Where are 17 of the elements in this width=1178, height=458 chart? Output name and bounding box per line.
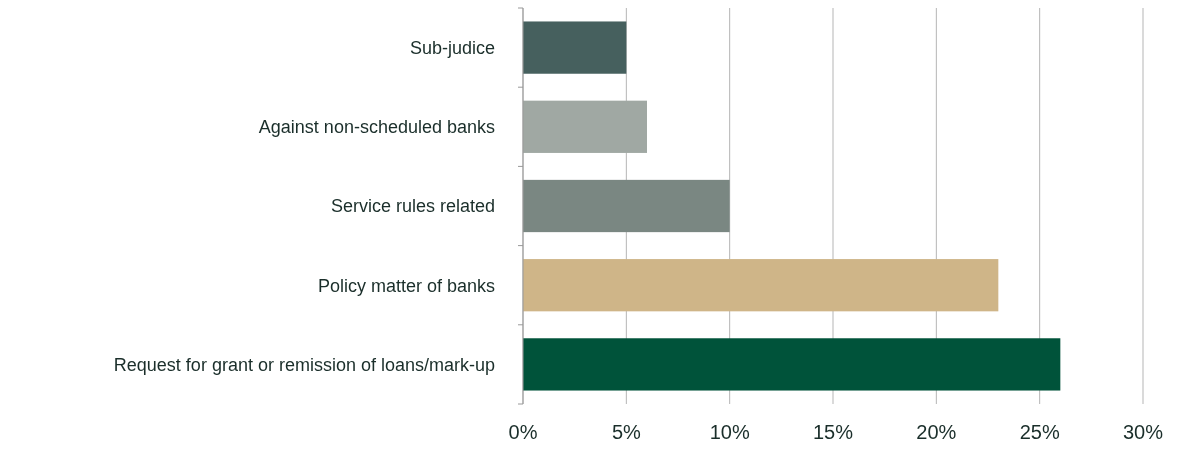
y-tick-label: Sub-judice — [409, 37, 495, 58]
bar — [523, 259, 999, 312]
x-tick-label: 0% — [508, 421, 538, 443]
bar — [523, 100, 647, 153]
y-tick-label: Policy matter of banks — [317, 275, 495, 296]
y-tick-label: Against non-scheduled banks — [258, 117, 495, 138]
y-tick-label: Request for grant or remission of loans/mark-up — [113, 354, 495, 375]
bar — [523, 21, 627, 74]
bar — [523, 179, 730, 233]
x-tick-label: 30% — [1122, 421, 1164, 443]
x-tick-label: 10% — [709, 421, 750, 443]
x-tick-label: 25% — [1019, 421, 1060, 443]
x-tick-label: 5% — [611, 421, 641, 443]
bar — [523, 338, 1061, 391]
y-tick-label: Service rules related — [330, 196, 495, 217]
x-tick-label: 20% — [916, 421, 957, 443]
x-tick-label: 15% — [812, 421, 854, 443]
